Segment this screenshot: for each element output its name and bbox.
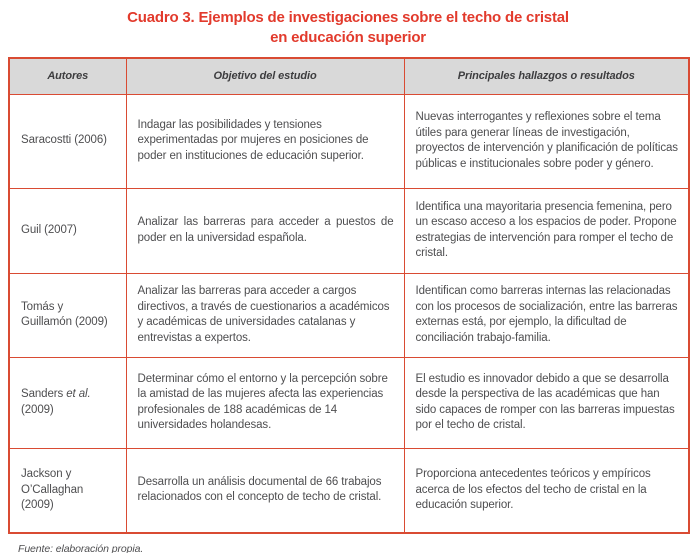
findings-cell: Identifica una mayoritaria presencia fem…: [403, 187, 690, 274]
source-note: Fuente: elaboración propia.: [18, 543, 144, 553]
author-cell: Guil (2007): [8, 187, 127, 274]
table-row: Sanders et al. (2009) Determinar cómo el…: [8, 356, 690, 449]
author-name: Sanders: [21, 388, 67, 401]
author-name: Jackson y O’Callaghan (2009): [21, 468, 84, 512]
findings-cell: El estudio es innovador debido a que se …: [403, 356, 690, 449]
findings-cell: Proporciona antecedentes teóricos y empí…: [403, 447, 690, 534]
author-year: (2009): [21, 403, 54, 416]
table-caption-line-2: en educación superior: [270, 28, 426, 46]
findings-cell: Identifican como barreras internas las r…: [403, 272, 690, 358]
author-etal: et al.: [66, 388, 91, 401]
table-caption-line-1: Cuadro 3. Ejemplos de investigaciones so…: [127, 9, 569, 26]
table-row: Jackson y O’Callaghan (2009) Desarrolla …: [8, 447, 690, 534]
table-row: Guil (2007) Analizar las barreras para a…: [8, 187, 690, 274]
header-row: Autores Objetivo del estudio Principales…: [8, 57, 690, 95]
research-table: Autores Objetivo del estudio Principales…: [8, 56, 690, 535]
author-cell: Sanders et al. (2009): [8, 356, 127, 449]
author-cell: Tomás y Guillamón (2009): [8, 272, 127, 358]
author-name: Saracostti (2006): [21, 134, 107, 147]
findings-cell: Nuevas interrogantes y reflexiones sobre…: [403, 93, 690, 189]
table-caption: Cuadro 3. Ejemplos de investigaciones so…: [8, 8, 688, 48]
column-header-autores: Autores: [8, 57, 127, 95]
author-name: Tomás y Guillamón (2009): [21, 300, 108, 329]
column-header-objetivo: Objetivo del estudio: [125, 57, 405, 95]
objective-cell: Analizar las barreras para acceder a pue…: [125, 187, 405, 274]
objective-cell: Determinar cómo el entorno y la percepci…: [125, 356, 405, 449]
author-cell: Jackson y O’Callaghan (2009): [8, 447, 127, 534]
objective-cell: Indagar las posibilidades y tensiones ex…: [125, 93, 405, 189]
author-cell: Saracostti (2006): [8, 93, 127, 189]
objective-cell: Analizar las barreras para acceder a car…: [125, 272, 405, 358]
objective-cell: Desarrolla un análisis documental de 66 …: [125, 447, 405, 534]
table-row: Tomás y Guillamón (2009) Analizar las ba…: [8, 272, 690, 358]
column-header-hallazgos: Principales hallazgos o resultados: [403, 57, 690, 95]
table-row: Saracostti (2006) Indagar las posibilida…: [8, 93, 690, 189]
author-name: Guil (2007): [21, 223, 77, 236]
